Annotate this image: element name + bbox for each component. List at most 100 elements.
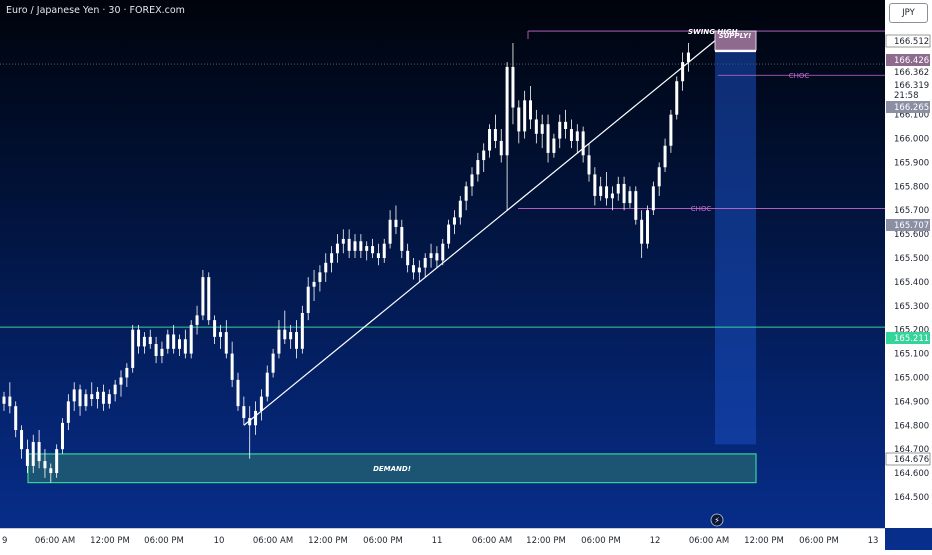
candle-body xyxy=(394,219,398,227)
candle-body xyxy=(137,329,141,347)
candle-body xyxy=(14,406,18,431)
candle-body xyxy=(78,389,82,407)
time-tick: 06:00 PM xyxy=(799,536,839,546)
candle-body xyxy=(195,315,199,325)
candle-body xyxy=(318,272,322,282)
price-label: 164.676 xyxy=(894,455,929,465)
candle-body xyxy=(634,191,638,220)
time-tick: 11 xyxy=(432,536,443,546)
price-label: 166.362 xyxy=(894,68,929,78)
candle-body xyxy=(610,193,614,199)
price-tick: 165.100 xyxy=(894,350,929,360)
candle-body xyxy=(523,100,527,132)
supply-zone xyxy=(714,30,757,51)
price-tick: 165.400 xyxy=(894,278,929,288)
candle-body xyxy=(20,430,24,450)
price-tick: 165.500 xyxy=(894,254,929,264)
candle-body xyxy=(207,277,211,321)
candle-body xyxy=(183,339,187,354)
price-tick: 164.600 xyxy=(894,469,929,479)
time-tick: 13 xyxy=(868,536,879,546)
candle-body xyxy=(587,155,591,175)
candle-body xyxy=(359,241,363,251)
lightning-glyph: ⚡ xyxy=(714,516,720,525)
candle-body xyxy=(277,329,281,354)
candle-body xyxy=(651,186,655,211)
candle-body xyxy=(371,246,375,254)
price-tick: 166.100 xyxy=(894,111,929,121)
time-axis[interactable]: 9 06:00 AM 12:00 PM 06:00 PM 10 06:00 AM 12:00… xyxy=(0,528,885,551)
projection-box xyxy=(715,47,756,445)
candle-body xyxy=(148,336,152,345)
candle-body xyxy=(406,250,410,266)
currency-button[interactable]: JPY xyxy=(889,3,928,23)
time-tick: 06:00 AM xyxy=(253,536,293,546)
candle-body xyxy=(259,396,263,411)
candle-body xyxy=(476,160,480,175)
choc-label-upper: CHOC xyxy=(789,72,810,80)
candle-body xyxy=(458,200,462,218)
price-label: 21:58 xyxy=(894,91,919,101)
time-tick: 12 xyxy=(650,536,661,546)
candle-body xyxy=(142,336,146,347)
candle-body xyxy=(353,241,357,251)
price-label: 166.265 xyxy=(894,103,929,113)
demand-zone-label: DEMAND! xyxy=(373,465,411,473)
candle-body xyxy=(529,100,532,120)
price-label: 165.211 xyxy=(894,334,929,344)
candle-body xyxy=(61,422,64,450)
candle-body xyxy=(160,348,164,356)
demand-zone xyxy=(27,453,757,484)
candle-body xyxy=(423,258,427,268)
candle-body xyxy=(505,66,509,156)
candle-body xyxy=(236,379,240,407)
price-label-box xyxy=(886,332,930,344)
price-tick: 166.000 xyxy=(894,135,929,145)
candle-body xyxy=(347,238,351,251)
candle-body xyxy=(493,129,497,141)
candle-body xyxy=(686,52,690,63)
price-tick: 165.600 xyxy=(894,230,929,240)
candle-body xyxy=(178,339,181,349)
candle-body xyxy=(429,253,433,259)
candle-body xyxy=(324,262,328,273)
trendline xyxy=(243,37,719,426)
candle-body xyxy=(499,140,503,156)
candle-body xyxy=(49,468,53,474)
candle-body xyxy=(213,320,217,337)
candle-body xyxy=(382,243,386,259)
candle-body xyxy=(558,121,562,139)
price-axis[interactable]: 166.100 166.000 165.900 165.800 165.700 165.6… xyxy=(885,0,932,528)
candle-body xyxy=(254,410,258,426)
candle-body xyxy=(242,406,246,419)
candle-body xyxy=(218,332,222,337)
candle-body xyxy=(669,114,673,146)
candle-body xyxy=(657,167,661,187)
candle-body xyxy=(84,394,88,407)
candle-body xyxy=(335,243,339,254)
price-label-box xyxy=(886,219,930,231)
candle-body xyxy=(441,243,445,261)
time-tick: 9 xyxy=(2,536,7,546)
price-tick: 165.700 xyxy=(894,206,929,216)
candle-body xyxy=(55,449,59,474)
price-tick: 165.000 xyxy=(894,373,929,383)
candle-body xyxy=(341,238,345,244)
candle-body xyxy=(265,372,269,397)
candle-body xyxy=(8,396,12,407)
candle-body xyxy=(464,186,468,201)
candle-body xyxy=(300,312,304,349)
candle-body xyxy=(452,217,456,225)
candle-body xyxy=(646,210,649,244)
candle-body xyxy=(622,183,626,204)
candle-body xyxy=(248,418,252,426)
candle-body xyxy=(312,281,316,287)
candle-body xyxy=(31,441,35,466)
time-tick: 06:00 PM xyxy=(363,536,403,546)
candle-body xyxy=(640,219,644,244)
time-tick: 12:00 PM xyxy=(308,536,348,546)
candle-body xyxy=(166,334,170,349)
price-label-box xyxy=(885,452,931,466)
